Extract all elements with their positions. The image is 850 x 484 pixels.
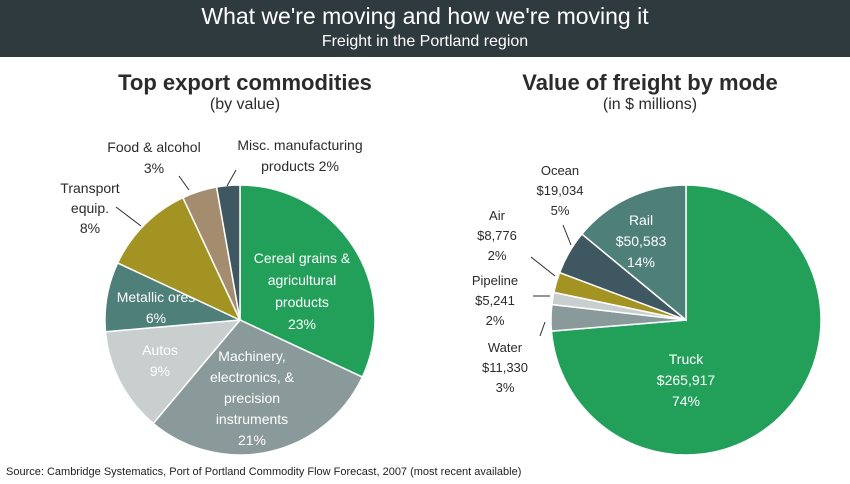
source-note: Source: Cambridge Systematics, Port of P… (6, 466, 522, 478)
slice-value-label: 23% (288, 316, 316, 332)
slice-value-label: 3% (496, 380, 515, 395)
left-chart-title: Top export commodities (118, 70, 372, 95)
export-commodities-pie: Cereal grains & agricultural products 23%Ma… (60, 137, 376, 456)
slice-label: Transport (60, 180, 120, 196)
slice-value-label: 9% (150, 363, 170, 379)
leader-line (530, 256, 556, 277)
slice-label: Air (489, 208, 506, 223)
slice-value-label: 8% (80, 220, 100, 236)
leader-line (562, 224, 572, 246)
slice-value-label: 14% (627, 254, 655, 270)
slice-label: products 2% (261, 158, 339, 174)
pie-slice-misc-manufacturing (215, 184, 241, 321)
slice-label: Misc. manufacturing (237, 137, 362, 153)
slice-label: electronics, & (210, 369, 295, 385)
slice-value-label: 5% (551, 203, 570, 218)
page-title: What we're moving and how we're moving i… (201, 3, 649, 29)
slice-label: $50,583 (616, 233, 667, 249)
left-chart-subtitle: (by value) (209, 96, 281, 113)
slice-label: $11,330 (482, 360, 528, 375)
slice-label: precision (224, 390, 280, 406)
slice-value-label: 2% (488, 248, 507, 263)
leader-line (115, 206, 142, 227)
slice-value-label: 6% (146, 310, 166, 326)
slice-value-label: 74% (672, 393, 700, 409)
slice-label: Rail (629, 212, 653, 228)
slice-label: Machinery, (218, 348, 285, 364)
slice-label: $19,034 (537, 183, 584, 198)
slice-label: products (275, 294, 329, 310)
slice-label: Water (488, 340, 523, 355)
slice-value-label: 21% (238, 432, 266, 448)
slice-label: Pipeline (472, 273, 518, 288)
page-subtitle: Freight in the Portland region (321, 33, 529, 50)
leader-line (226, 169, 237, 187)
header-banner: What we're moving and how we're moving i… (0, 0, 850, 57)
freight-mode-pie: Truck $265,917 74% Water $11,330 3% Pipeline $5… (472, 163, 822, 456)
slice-label: instruments (216, 411, 288, 427)
pie-slice-rail (580, 184, 687, 322)
slice-label: equip. (71, 200, 109, 216)
slice-label: Food & alcohol (107, 139, 200, 155)
slice-label: $265,917 (657, 372, 716, 388)
slice-value-label: 3% (144, 160, 164, 176)
leader-line (178, 175, 190, 191)
slice-label: $5,241 (475, 293, 515, 308)
slice-label: Ocean (541, 163, 579, 178)
slice-value-label: 2% (486, 313, 505, 328)
pie-slice-cereal-grains (239, 184, 376, 379)
right-chart-subtitle: (in $ millions) (602, 96, 698, 113)
pie-slice-transport (116, 196, 242, 322)
slice-label: $8,776 (477, 228, 517, 243)
right-chart-title: Value of freight by mode (522, 70, 778, 95)
slice-label: agricultural (268, 272, 336, 288)
slice-label: Metallic ores (117, 289, 196, 305)
leader-line (539, 321, 546, 337)
slice-label: Autos (142, 342, 178, 358)
pie-slice-autos (104, 319, 242, 425)
pie-slice-machinery (152, 319, 364, 456)
slice-label: Truck (669, 351, 704, 367)
slice-label: Cereal grains & (254, 250, 351, 266)
